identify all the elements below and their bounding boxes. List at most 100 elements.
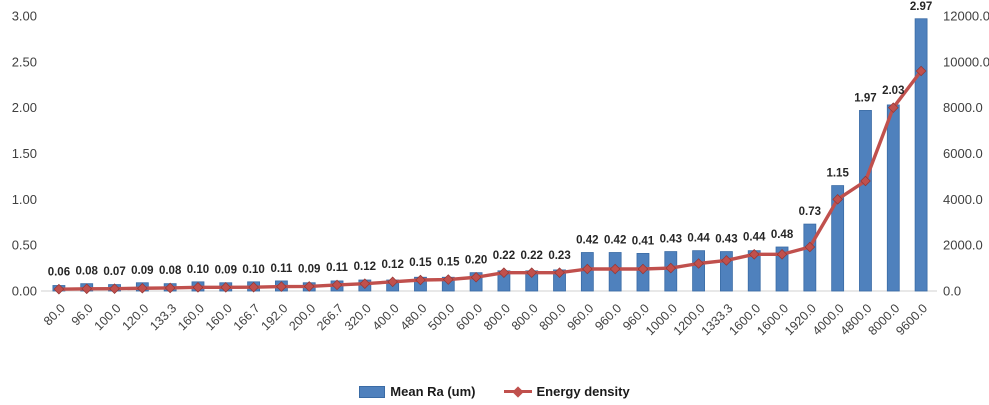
line-marker-icon — [832, 194, 843, 205]
bar-value-label: 0.15 — [409, 257, 432, 269]
line-marker-icon — [721, 255, 732, 266]
line-marker-icon — [887, 102, 899, 113]
line-marker-icon — [81, 283, 93, 295]
line-marker-icon — [248, 281, 259, 293]
chart-legend: Mean Ra (um) Energy density — [0, 384, 989, 399]
y-axis-right-tick-label: 0.0 — [943, 284, 961, 299]
x-axis-tick-label: 320.0 — [342, 301, 374, 333]
line-marker-icon — [554, 267, 565, 278]
bar-value-label: 0.07 — [103, 266, 125, 278]
bar-series-swatch-icon — [359, 385, 386, 398]
line-marker-icon — [582, 263, 593, 275]
bar-value-label: 2.97 — [910, 1, 932, 13]
x-axis-tick-label: 192.0 — [259, 301, 291, 333]
line-marker-icon — [164, 282, 176, 294]
bar — [859, 110, 872, 292]
energy-density-line — [58, 69, 923, 291]
bar-value-label: 0.23 — [548, 250, 570, 262]
bar-value-label: 0.22 — [521, 250, 543, 262]
line-marker-icon — [331, 279, 343, 291]
bar-value-label: 0.48 — [771, 229, 794, 241]
bar-value-label: 0.08 — [76, 266, 99, 278]
bar-value-label: 0.11 — [326, 262, 348, 274]
x-axis-tick-label: 960.0 — [564, 301, 596, 333]
bar-value-label: 1.97 — [854, 92, 876, 104]
bar — [886, 104, 900, 292]
line-marker-icon — [109, 283, 120, 295]
x-axis-tick-label: 100.0 — [92, 301, 124, 333]
bar — [803, 223, 817, 292]
x-axis-tick-label: 80.0 — [41, 301, 68, 328]
y-axis-left-tick-label: 1.00 — [12, 192, 37, 207]
y-axis-right-tick-label: 4000.0 — [943, 192, 983, 207]
bar-value-label: 0.09 — [131, 265, 153, 277]
line-marker-icon — [804, 241, 816, 253]
line-marker-icon — [609, 263, 621, 275]
x-axis-tick-label: 800.0 — [481, 301, 513, 333]
line-marker-icon — [137, 282, 148, 294]
diamond-marker-icon — [511, 385, 524, 398]
line-marker-icon — [276, 281, 287, 292]
line-marker-icon — [665, 262, 677, 274]
line-marker-icon — [192, 282, 204, 293]
legend-label-mean-ra: Mean Ra (um) — [390, 384, 476, 399]
bar-value-label: 0.11 — [271, 263, 293, 275]
line-marker-icon — [387, 276, 398, 288]
bar — [914, 18, 928, 292]
line-marker-icon — [498, 267, 510, 278]
y-axis-right-tick-label: 8000.0 — [943, 100, 983, 115]
bar — [692, 250, 705, 292]
bar-value-label: 0.43 — [715, 234, 737, 246]
y-axis-right-tick-label: 10000.0 — [943, 54, 989, 69]
x-axis-tick-label: 133.3 — [147, 301, 179, 333]
y-axis-left-tick-label: 1.50 — [12, 146, 37, 161]
bar-value-label: 0.08 — [159, 265, 182, 277]
y-axis-left-tick-label: 0.50 — [12, 238, 37, 253]
y-axis-right-tick-label: 2000.0 — [943, 238, 983, 253]
x-axis-tick-label: 200.0 — [286, 301, 318, 333]
x-axis-tick-label: 9600.0 — [893, 301, 930, 338]
bar-value-label: 0.15 — [437, 257, 460, 269]
line-marker-icon — [776, 249, 788, 260]
line-marker-icon — [415, 274, 426, 286]
bar-value-label: 0.10 — [187, 264, 209, 276]
x-axis-tick-label: 500.0 — [425, 301, 457, 333]
bar-value-label: 0.73 — [799, 206, 821, 218]
x-axis-tick-label: 800.0 — [537, 301, 569, 333]
bar-value-label: 0.10 — [242, 264, 264, 276]
x-axis-tick-label: 960.0 — [592, 301, 624, 333]
x-axis-tick-label: 266.7 — [314, 301, 346, 333]
x-axis-tick-label: 120.0 — [119, 301, 151, 333]
line-marker-icon — [442, 274, 454, 285]
x-axis-tick-label: 160.0 — [203, 301, 235, 333]
line-marker-icon — [470, 271, 482, 283]
y-axis-right-tick-label: 12000.0 — [943, 9, 989, 24]
line-marker-icon — [748, 249, 760, 260]
bar-value-label: 0.44 — [687, 233, 710, 245]
y-axis-right-tick-label: 6000.0 — [943, 146, 983, 161]
bar-value-label: 2.03 — [882, 85, 904, 97]
line-marker-icon — [303, 281, 315, 292]
line-series-swatch-icon — [503, 385, 532, 398]
y-axis-left-tick-label: 0.00 — [12, 284, 37, 299]
bar-value-label: 0.20 — [465, 254, 487, 266]
bar-value-label: 0.41 — [632, 235, 655, 247]
bar-value-label: 0.12 — [381, 259, 403, 271]
y-axis-left-tick-label: 2.00 — [12, 100, 37, 115]
bar-value-label: 0.09 — [298, 264, 320, 276]
line-marker-icon — [637, 263, 649, 275]
bar-value-label: 0.42 — [576, 235, 598, 247]
line-marker-icon — [220, 282, 232, 293]
x-axis-tick-label: 480.0 — [398, 301, 430, 333]
x-axis-tick-label: 166.7 — [231, 301, 263, 333]
bar-value-label: 0.09 — [215, 265, 237, 277]
y-axis-left-tick-label: 3.00 — [12, 9, 37, 24]
bar-value-label: 1.15 — [826, 168, 849, 180]
line-marker-icon — [860, 175, 871, 187]
x-axis-tick-label: 600.0 — [453, 301, 485, 333]
legend-item-mean-ra: Mean Ra (um) — [359, 384, 476, 399]
legend-item-energy-density: Energy density — [503, 384, 630, 399]
x-axis-tick-label: 800.0 — [509, 301, 541, 333]
